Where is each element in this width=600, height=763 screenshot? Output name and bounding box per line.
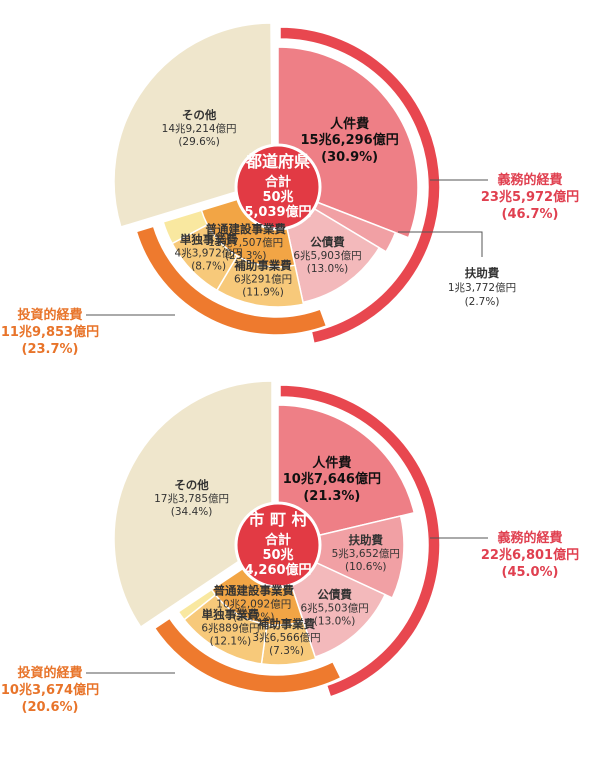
slice-label-assistance: 扶助費 [349,533,384,547]
slice-other [113,22,273,228]
slice-personnel [277,404,416,546]
slice-label-debt: 公債費 [310,235,345,249]
slice-percent-debt: (13.0%) [314,615,356,627]
slice-percent-other: (34.4%) [171,506,213,518]
slice-amount-single: 4兆3,972億円 [175,246,243,259]
investment-label: 投資的経費 [17,665,82,681]
obligatory-label: 義務的経費 [497,172,562,188]
construction-amount: 10兆2,092億円 [216,598,291,611]
slice-other [113,380,273,629]
construction-amount: 11兆7,507億円 [208,236,283,249]
obligatory-amount: 22兆6,801億円 [481,547,579,563]
obligatory-label: 義務的経費 [497,530,562,546]
center-title: 市 町 村 [248,510,307,529]
center-total-label: 合計 [265,532,291,548]
obligatory-percent: (45.0%) [502,565,559,580]
assistance-callout-percent: (2.7%) [465,296,500,308]
slice-percent-assistance: (10.6%) [345,561,387,573]
construction-percent: (20.2%) [233,612,275,624]
center-total-line2: 5,039億円 [244,204,311,220]
center-title: 都道府県 [245,152,310,171]
slice-percent-debt: (13.0%) [307,263,349,275]
investment-percent: (20.6%) [22,700,79,715]
slice-amount-debt: 6兆5,903億円 [293,249,361,262]
slice-percent-single: (12.1%) [210,635,252,647]
construction-percent: (23.3%) [225,250,267,262]
slice-amount-other: 17兆3,785億円 [154,492,229,505]
assistance-callout-amount: 1兆3,772億円 [448,281,516,294]
slice-label-personnel: 人件費 [330,116,369,132]
slice-amount-subsidy: 3兆6,566億円 [252,631,320,644]
investment-percent: (23.7%) [22,342,79,357]
slice-amount-subsidy: 6兆291億円 [234,272,292,285]
slice-label-personnel: 人件費 [312,455,351,471]
slice-percent-other: (29.6%) [178,136,220,148]
slice-label-other: その他 [174,478,209,492]
investment-ring [153,617,342,694]
slice-amount-personnel: 10兆7,646億円 [283,471,381,487]
assistance-leader [398,231,483,257]
obligatory-ring [279,384,441,698]
slice-percent-personnel: (30.9%) [321,150,378,165]
slice-label-subsidy: 補助事業費 [233,258,292,272]
center-circle [234,143,322,231]
obligatory-amount: 23兆5,972億円 [481,189,579,205]
investment-label: 投資的経費 [17,307,82,323]
construction-label: 普通建設事業費 [205,222,286,236]
slice-amount-debt: 6兆5,503億円 [300,601,368,614]
investment-amount: 10兆3,674億円 [1,682,99,698]
slice-percent-subsidy: (11.9%) [242,286,284,298]
investment-amount: 11兆9,853億円 [1,324,99,340]
slice-amount-personnel: 15兆6,296億円 [301,132,399,148]
slice-amount-other: 14兆9,214億円 [162,122,237,135]
center-total-label: 合計 [265,174,291,190]
slice-percent-subsidy: (7.3%) [269,645,304,657]
slice-label-debt: 公債費 [317,587,352,601]
investment-ring [135,225,328,336]
center-circle [234,501,322,589]
slice-label-subsidy: 補助事業費 [257,617,316,631]
construction-label: 普通建設事業費 [213,584,294,598]
slice-label-single: 単独事業費 [180,232,238,246]
center-total-line1: 50兆 [262,189,293,205]
slice-amount-assistance: 5兆3,652億円 [332,547,400,560]
center-total-line1: 50兆 [262,547,293,563]
assistance-callout-label: 扶助費 [465,266,500,280]
slice-label-other: その他 [182,108,217,122]
slice-amount-single: 6兆889億円 [201,621,259,634]
slice-label-single: 単独事業費 [202,607,260,621]
slice-percent-personnel: (21.3%) [303,489,360,504]
obligatory-ring [279,26,441,345]
slice-assistance [275,515,405,599]
obligatory-percent: (46.7%) [502,207,559,222]
slice-percent-single: (8.7%) [191,260,226,272]
center-total-line2: 4,260億円 [244,562,311,578]
